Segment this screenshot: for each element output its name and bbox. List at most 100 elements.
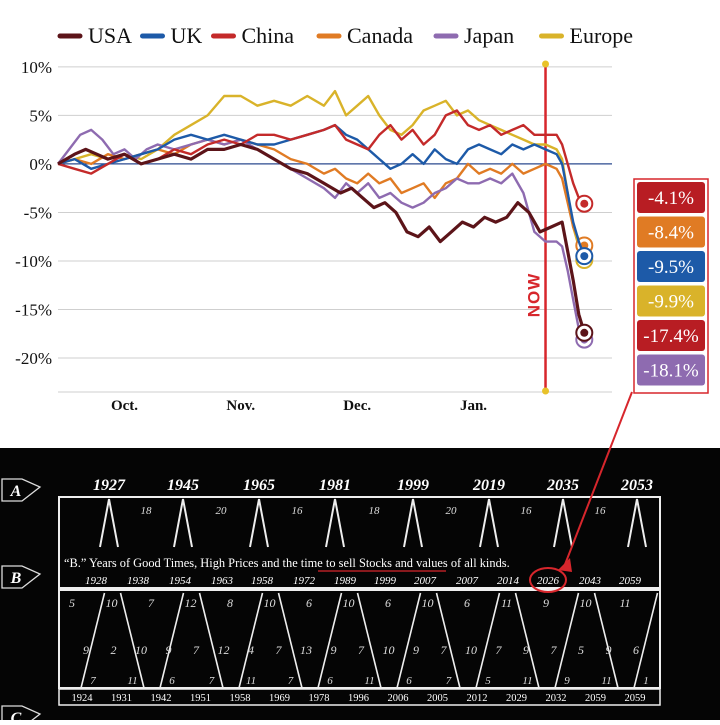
row-c-mid-number: 10	[135, 643, 147, 657]
y-tick-label: 10%	[21, 58, 52, 77]
row-c-segment	[554, 592, 580, 689]
row-b-year: 1972	[293, 575, 316, 587]
row-c-top-number: 12	[185, 596, 197, 610]
final-value-badge-canada	[637, 216, 705, 248]
row-b-year: 1938	[127, 575, 150, 587]
row-c-segment	[514, 592, 540, 689]
row-a-interval: 20	[216, 505, 228, 517]
row-c-bottom-number: 11	[364, 675, 374, 687]
row-c-mid-number: 9	[83, 643, 89, 657]
row-c-bottom-number: 11	[127, 675, 137, 687]
y-tick-label: -10%	[15, 252, 52, 271]
x-tick-label: Dec.	[343, 398, 371, 414]
legend-label: USA	[88, 23, 132, 48]
row-c-top-number: 10	[422, 596, 434, 610]
row-c-top-number: 10	[343, 596, 355, 610]
row-c-mid-number: 12	[218, 643, 230, 657]
row-b-year: 1958	[251, 575, 274, 587]
row-a-interval: 20	[446, 505, 458, 517]
row-a-year: 2035	[546, 477, 579, 494]
flag-icon-center	[580, 328, 589, 337]
row-a-interval: 16	[292, 505, 304, 517]
row-c-mid-number: 9	[523, 643, 529, 657]
row-c-year: 2012	[467, 693, 488, 704]
row-a-spike	[173, 498, 193, 548]
row-c-year: 2029	[506, 693, 527, 704]
x-tick-label: Nov.	[226, 398, 255, 414]
row-c-segment	[633, 592, 659, 689]
row-a-year: 1945	[167, 477, 199, 494]
row-a-year: 1999	[397, 477, 429, 494]
row-c-mid-number: 4	[248, 643, 254, 657]
pointing-hand-icon	[1, 478, 42, 502]
row-c-mid-number: 9	[331, 643, 337, 657]
row-c-mid-number: 10	[383, 643, 395, 657]
final-value-badge-china	[637, 182, 705, 213]
row-b-year: 1954	[169, 575, 192, 587]
row-c-bottom-number: 1	[643, 675, 649, 687]
legend-label: China	[242, 23, 295, 48]
row-c-mid-number: 7	[496, 643, 503, 657]
row-c-segment	[80, 592, 106, 689]
row-c-mid-number: 9	[413, 643, 419, 657]
row-c-mid-number: 5	[578, 643, 584, 657]
row-b-year: 1989	[334, 575, 357, 587]
row-a-spike	[553, 498, 573, 548]
row-c-segment	[317, 592, 343, 689]
row-c-top-number: 9	[543, 596, 549, 610]
row-a-spike	[249, 498, 269, 548]
y-tick-label: 0%	[29, 155, 52, 174]
row-c-top-number: 5	[69, 596, 75, 610]
row-c-year: 2059	[585, 693, 606, 704]
row-a-spike	[99, 498, 119, 548]
row-a-spike	[627, 498, 647, 548]
final-value-label: -17.4%	[643, 326, 699, 347]
y-tick-label: -20%	[15, 349, 52, 368]
row-b-year: 2014	[497, 575, 520, 587]
row-c-mid-number: 2	[111, 643, 117, 657]
row-c-year: 1924	[72, 693, 94, 704]
row-c-mid-number: 7	[441, 643, 448, 657]
row-c-year: 1951	[190, 693, 211, 704]
cycle-chart-background	[0, 448, 720, 720]
row-c-top-number: 10	[264, 596, 276, 610]
final-value-badge-europe	[637, 285, 705, 317]
row-b-year: 2026	[537, 575, 560, 587]
now-line-bottom-dot	[542, 387, 550, 395]
final-value-label: -8.4%	[648, 223, 694, 244]
row-c-year: 1978	[309, 693, 330, 704]
row-c-year: 1969	[269, 693, 290, 704]
row-c-top-number: 6	[464, 596, 470, 610]
row-c-bottom-number: 7	[90, 675, 96, 687]
y-tick-label: 5%	[29, 106, 52, 125]
final-value-label: -9.5%	[648, 257, 694, 278]
row-a-year: 2053	[620, 477, 653, 494]
highlight-circle	[529, 567, 567, 593]
row-a-year: 1927	[93, 477, 126, 494]
row-c-bottom-number: 6	[327, 675, 333, 687]
row-a-year: 2019	[472, 477, 505, 494]
row-c-top-number: 11	[501, 596, 512, 610]
flag-icon-center	[580, 199, 589, 208]
row-c-top-number: 11	[619, 596, 630, 610]
row-c-segment	[238, 592, 264, 689]
row-b-year: 2007	[414, 575, 437, 587]
legend-label: UK	[171, 23, 203, 48]
line-chart: 10% 5% 0% -5% -10% -15% -20% Oct. Nov. Dec. Jan. US…	[15, 23, 709, 414]
series-line-usa	[57, 142, 586, 334]
row-c-year: 1996	[348, 693, 369, 704]
row-c-top-number: 10	[580, 596, 592, 610]
row-marker: C	[11, 710, 22, 720]
row-c-year-strip	[58, 688, 661, 706]
row-c-mid-number: 9	[606, 643, 612, 657]
row-a-spike	[479, 498, 499, 548]
row-c-year: 2032	[546, 693, 567, 704]
y-tick-label: -5%	[24, 203, 52, 222]
final-value-badge-uk	[637, 251, 705, 282]
row-a-interval: 16	[521, 505, 533, 517]
pointing-hand-icon	[1, 565, 42, 589]
row-b-year: 1999	[374, 575, 397, 587]
